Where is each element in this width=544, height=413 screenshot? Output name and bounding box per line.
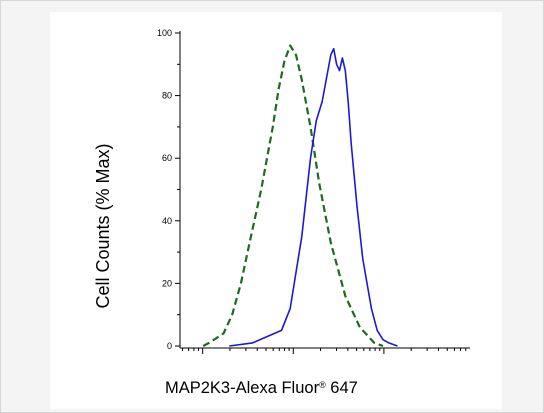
y-tick-label: 0 <box>167 341 172 351</box>
y-tick-label: 100 <box>157 28 172 38</box>
y-tick-label: 60 <box>162 153 172 163</box>
x-axis-label-suffix: 647 <box>325 379 358 397</box>
x-axis-label-text: MAP2K3-Alexa Fluor <box>165 379 320 397</box>
isotype-control-curve <box>202 44 384 348</box>
map2k3-curve <box>229 47 398 347</box>
y-tick-label: 20 <box>162 278 172 288</box>
x-axis-label: MAP2K3-Alexa Fluor® 647 <box>165 379 358 398</box>
chart-panel <box>50 12 502 409</box>
y-axis-label: Cell Counts (% Max) <box>93 143 113 308</box>
registered-mark: ® <box>319 380 326 390</box>
y-tick-label: 80 <box>162 91 172 101</box>
y-tick-label: 40 <box>162 216 172 226</box>
